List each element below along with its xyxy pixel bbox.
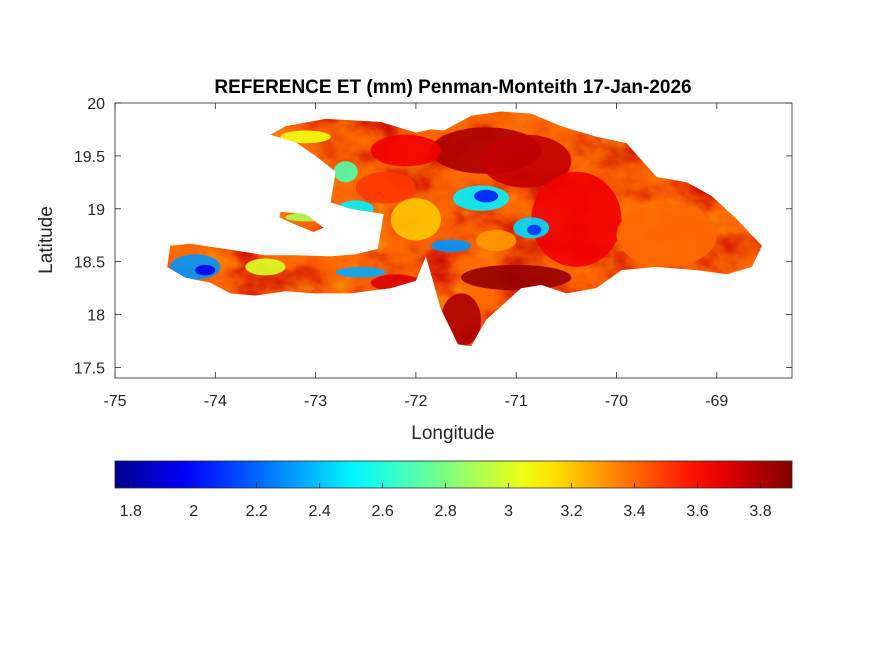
- colorbar-tick-label: 2.4: [309, 503, 331, 520]
- y-tick-label: 19.5: [74, 149, 105, 166]
- x-tick-label: -73: [304, 393, 327, 410]
- x-axis-label: Longitude: [411, 423, 494, 444]
- heatmap-patch: [531, 171, 622, 267]
- heatmap-patch: [616, 203, 717, 267]
- x-axis-ticks: -75 -74 -73 -72 -71 -70 -69: [103, 103, 728, 410]
- axes-frame: [114, 102, 793, 379]
- colorbar-tick-label: 3.8: [749, 503, 771, 520]
- colorbar-tick-label: 3: [504, 503, 513, 520]
- heatmap-patch: [474, 189, 499, 203]
- heatmap-patch: [476, 229, 517, 252]
- heatmap-patch: [195, 264, 216, 276]
- heatmap-patch: [245, 258, 286, 276]
- colorbar-tick-label: 2.8: [435, 503, 457, 520]
- heatmap-patch: [527, 224, 542, 236]
- y-tick-label: 17.5: [74, 360, 105, 377]
- colorbar-tick-label: 2.6: [372, 503, 394, 520]
- heatmap-patch: [370, 134, 441, 167]
- y-axis-ticks: 17.5 18 18.5 19 19.5 20: [74, 96, 792, 377]
- colorbar-tick-label: 1.8: [120, 503, 142, 520]
- y-tick-label: 18.5: [74, 255, 105, 272]
- y-tick-label: 20: [87, 96, 105, 113]
- x-tick-label: -74: [204, 393, 227, 410]
- colorbar: [114, 460, 793, 489]
- x-tick-label: -69: [705, 393, 728, 410]
- heatmap-zones: [170, 127, 717, 347]
- heatmap-patch: [355, 171, 416, 204]
- y-tick-label: 18: [87, 308, 105, 325]
- x-tick-label: -71: [505, 393, 528, 410]
- heatmap-patch: [390, 198, 441, 241]
- x-tick-label: -72: [404, 393, 427, 410]
- y-tick-label: 19: [87, 202, 105, 219]
- colorbar-tick-label: 2: [189, 503, 198, 520]
- heatmap-patch: [481, 134, 572, 188]
- colorbar-tick-label: 2.2: [246, 503, 268, 520]
- heatmap-patch: [333, 161, 358, 183]
- heatmap-patch: [280, 130, 331, 144]
- colorbar-tick-label: 3.2: [560, 503, 582, 520]
- heatmap-patch: [430, 239, 472, 253]
- x-tick-label: -75: [103, 393, 126, 410]
- x-tick-label: -70: [605, 393, 628, 410]
- heatmap-patch: [461, 264, 572, 291]
- colorbar-ticks: 1.8 2 2.2 2.4 2.6 2.8 3 3.2 3.4 3.6 3.8: [120, 483, 772, 520]
- colorbar-tick-label: 3.4: [623, 503, 645, 520]
- colorbar-tick-label: 3.6: [686, 503, 708, 520]
- heatmap-patch: [335, 266, 386, 278]
- chart-title: REFERENCE ET (mm) Penman-Monteith 17-Jan…: [214, 77, 691, 98]
- y-axis-label: Latitude: [36, 206, 57, 274]
